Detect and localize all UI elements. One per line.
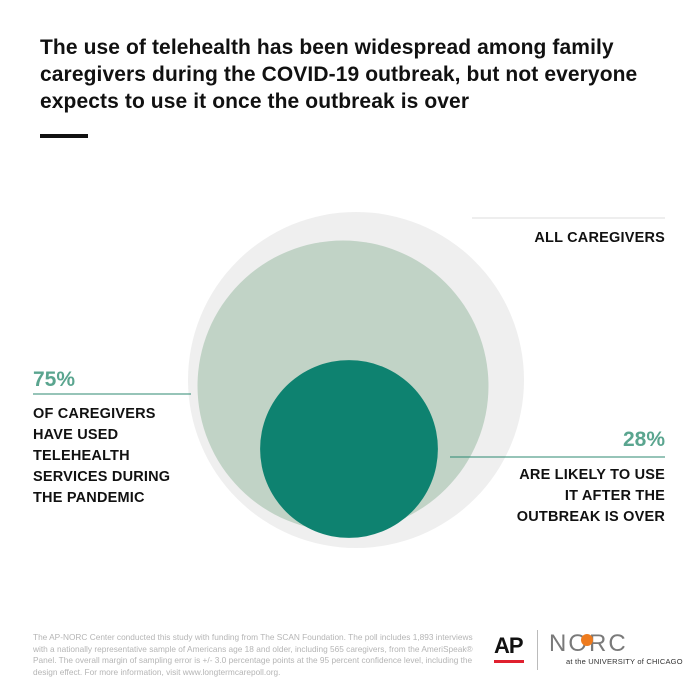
description-line: IT AFTER THE (564, 488, 665, 504)
description-line: TELEHEALTH (33, 448, 130, 464)
description-line: ARE LIKELY TO USE (519, 467, 665, 483)
chart-title: The use of telehealth has been widesprea… (40, 36, 638, 113)
logo-divider (537, 630, 538, 670)
norc-logo-dot-icon (581, 634, 593, 646)
ap-logo: AP (494, 633, 524, 658)
title-underline (40, 134, 88, 138)
value-future-use: 28% (622, 428, 665, 451)
ap-logo-underline (494, 660, 524, 663)
description-used-telehealth: OF CAREGIVERS HAVE USED TELEHEALTH SERVI… (33, 404, 183, 509)
description-line: THE PANDEMIC (33, 490, 145, 506)
circle-future-use (260, 360, 438, 538)
description-line: SERVICES DURING (33, 469, 171, 485)
norc-logo-subtitle: at the UNIVERSITY of CHICAGO (566, 657, 683, 666)
methodology-footnote: The AP-NORC Center conducted this study … (33, 632, 473, 677)
value-used-telehealth: 75% (33, 368, 76, 391)
label-all-caregivers: ALL CAREGIVERS (534, 230, 665, 246)
description-line: HAVE USED (33, 427, 119, 443)
description-line: OUTBREAK IS OVER (516, 509, 665, 525)
description-future-use: ARE LIKELY TO USE IT AFTER THE OUTBREAK … (505, 465, 665, 528)
description-line: OF CAREGIVERS (33, 406, 156, 422)
